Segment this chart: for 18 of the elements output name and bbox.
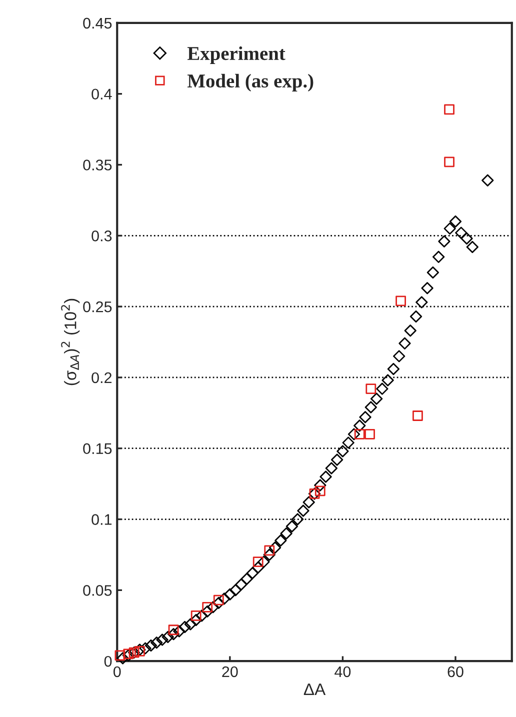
y-tick-label: 0.4 [92, 88, 112, 100]
legend-label: Experiment [187, 46, 286, 64]
y-tick-label: 0 [104, 656, 112, 667]
y-tick-label: 0.25 [83, 301, 112, 312]
x-tick-label: 20 [222, 666, 238, 678]
y-tick-label: 0.3 [92, 230, 112, 242]
y-tick-label: 0.35 [83, 160, 112, 170]
y-tick-label: 0.05 [83, 585, 112, 596]
y-tick-label: 0.1 [92, 514, 112, 525]
x-tick-label: 40 [334, 666, 351, 678]
y-tick-label: 0.15 [83, 443, 112, 454]
y-tick-label: 0.2 [92, 372, 112, 384]
legend-label: Model (as exp.) [187, 74, 314, 92]
y-axis-title: (σ$_{ΔA}$)$^{2}$ (10$^{2}$) [61, 298, 80, 386]
x-axis-title: ΔA [304, 684, 326, 696]
x-tick-label: 60 [448, 666, 464, 678]
y-tick-label: 0.45 [83, 18, 112, 29]
x-tick-label: 0 [113, 666, 121, 678]
